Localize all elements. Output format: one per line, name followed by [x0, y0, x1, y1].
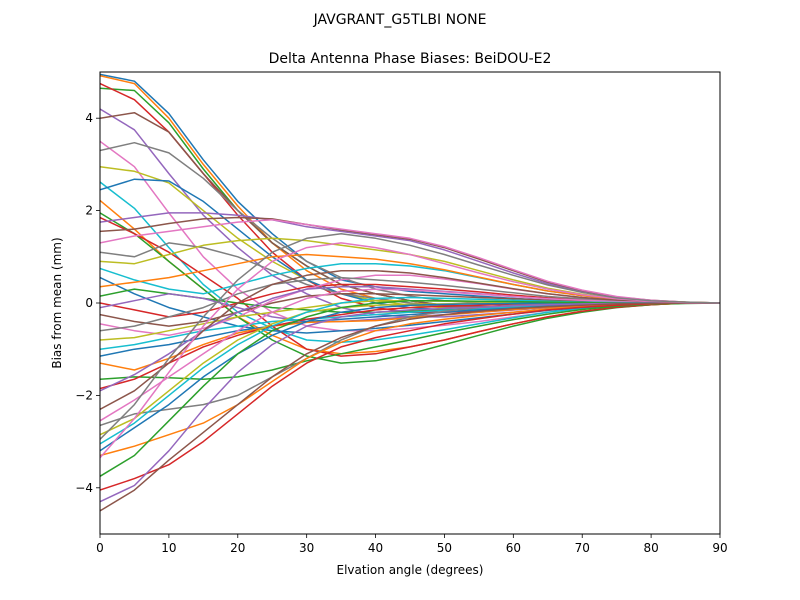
- x-axis-label: Elvation angle (degrees): [337, 563, 484, 577]
- chart-title: Delta Antenna Phase Biases: BeiDOU-E2: [269, 51, 552, 67]
- series-layer: [100, 73, 720, 512]
- x-tick-label: 50: [437, 541, 452, 555]
- y-axis-label: Bias from mean (mm): [50, 237, 64, 368]
- x-tick-label: 60: [506, 541, 521, 555]
- series-line-37: [100, 288, 720, 422]
- x-axis: 0 10 20 30 40 50 60 70 80 90: [96, 534, 728, 555]
- series-line-48: [100, 232, 720, 440]
- x-tick-label: 90: [712, 541, 727, 555]
- y-tick-label: 2: [85, 204, 93, 218]
- x-tick-label: 40: [368, 541, 383, 555]
- series-line-8: [100, 141, 720, 305]
- y-tick-label: −2: [75, 388, 93, 402]
- series-line-14: [100, 216, 720, 357]
- series-line-17: [100, 219, 720, 304]
- series-line-4: [100, 82, 720, 313]
- series-line-38: [100, 302, 720, 427]
- x-tick-label: 70: [575, 541, 590, 555]
- series-line-46: [100, 302, 720, 512]
- x-tick-label: 80: [643, 541, 658, 555]
- x-tick-label: 30: [299, 541, 314, 555]
- x-tick-label: 20: [230, 541, 245, 555]
- series-line-44: [100, 302, 720, 491]
- series-line-36: [100, 269, 720, 410]
- y-tick-label: 4: [85, 111, 93, 125]
- y-axis: −4 −2 0 2 4: [75, 111, 100, 495]
- y-tick-label: 0: [85, 296, 93, 310]
- series-line-33: [100, 302, 720, 380]
- x-tick-label: 0: [96, 541, 104, 555]
- y-tick-label: −4: [75, 481, 93, 495]
- series-line-43: [100, 299, 720, 477]
- series-line-47: [100, 242, 720, 459]
- series-line-6: [100, 111, 720, 308]
- chart-suptitle: JAVGRANT_G5TLBI NONE: [313, 12, 487, 28]
- x-tick-label: 10: [161, 541, 176, 555]
- series-line-19: [100, 237, 720, 304]
